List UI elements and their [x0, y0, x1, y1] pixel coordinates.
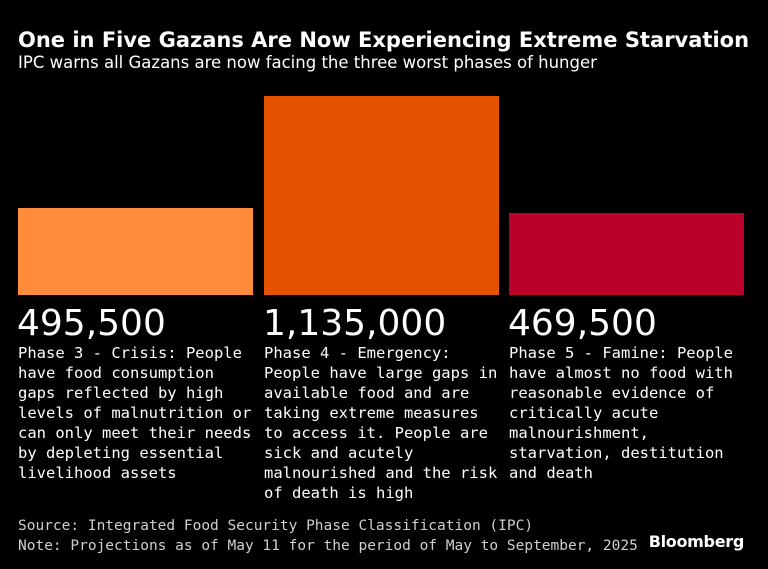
category-label-3: Phase 5 - Famine: People have almost no … — [509, 344, 733, 482]
projection-note: Note: Projections as of May 11 for the p… — [18, 538, 638, 554]
source-note: Source: Integrated Food Security Phase C… — [18, 518, 534, 534]
value-label-2: 1,135,000 — [263, 303, 447, 344]
category-label-1: Phase 3 - Crisis: People have food consu… — [18, 344, 252, 482]
chart-title: One in Five Gazans Are Now Experiencing … — [18, 28, 750, 52]
bar-3 — [509, 213, 744, 295]
category-label-2: Phase 4 - Emergency: People have large g… — [264, 344, 498, 502]
bar-1 — [18, 208, 253, 295]
bloomberg-logo: Bloomberg — [648, 532, 745, 551]
chart-subtitle: IPC warns all Gazans are now facing the … — [18, 53, 597, 72]
value-label-3: 469,500 — [508, 303, 657, 344]
bar-2 — [264, 96, 499, 295]
value-label-1: 495,500 — [17, 303, 166, 344]
